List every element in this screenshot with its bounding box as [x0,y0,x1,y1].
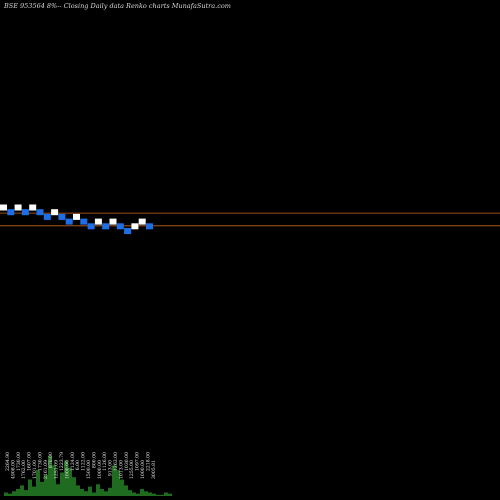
volume-bar [96,484,100,496]
renko-brick-up [131,223,139,230]
renko-brick-down [58,213,66,220]
volume-label: 1251.09 [54,460,60,479]
volume-label: 6.00 [75,460,81,470]
volume-bar [108,487,112,496]
volume-label: 2218.00 [145,452,151,471]
renko-brick-down [116,223,124,230]
volume-label: 870.00 [48,452,54,468]
renko-brick-down [124,228,132,234]
volume-bar [104,491,108,496]
volume-bar [136,493,140,496]
volume-label: 1730.00 [37,452,43,471]
volume-label: 1762.00 [21,460,27,479]
renko-brick-up [94,218,102,225]
renko-brick-down [102,223,110,230]
volume-label: 1097.00 [135,452,141,471]
volume-bar [20,485,24,496]
volume-bar [132,492,136,496]
volume-bar [88,486,92,496]
volume-bar [144,491,148,496]
volume-bar [32,486,36,496]
volume-label: 1607.00 [27,452,33,471]
volume-label: 1255.00 [129,460,135,479]
volume-bar [100,488,104,496]
volume-bar [128,490,132,496]
volume-bar [28,479,32,496]
volume-label: 1263.00 [113,452,119,471]
volume-bar [76,485,80,496]
renko-brick-down [65,218,73,225]
volume-bar [8,493,12,496]
volume-bar [160,494,164,496]
volume-label: 2161.09 [43,460,49,479]
volume-bar [72,477,76,496]
volume-label: 1124.00 [70,452,76,471]
volume-label: 1030.00 [124,452,130,471]
volume-bar [92,492,96,496]
volume-bar [152,493,156,496]
volume-label: 1500.00 [86,460,92,479]
volume-bar [52,465,56,496]
renko-brick-up [0,204,7,211]
volume-labels: 2264.90 4908.00 1730.00 1762.00 1607.00 1701.… [5,452,157,479]
renko-brick-down [43,213,51,220]
renko-brick-up [109,218,117,225]
renko-brick-down [36,209,44,216]
volume-label: 1701.00 [32,460,38,479]
volume-bar [48,456,52,496]
volume-label: 800.00 [91,452,97,468]
renko-brick-down [146,223,153,230]
volume-label: 3005.81 [151,460,157,479]
renko-brick-up [73,213,80,220]
renko-bricks [0,204,153,234]
volume-label: 1000.00 [64,460,70,479]
renko-brick-down [87,223,95,230]
volume-label: 1223.79 [59,452,65,471]
volume-bar [44,474,48,496]
volume-bar [16,488,20,496]
volume-label: 1126.00 [102,452,108,471]
volume-bar [4,492,8,496]
volume-label: 1730.00 [16,452,22,471]
volume-bar [68,467,72,496]
volume-bar [80,488,84,496]
renko-brick-down [80,218,88,225]
volume-bar [56,484,60,496]
volume-bar [36,470,40,496]
volume-label: 1013.00 [118,460,124,479]
volume-label: 913.00 [108,460,114,476]
renko-brick-up [51,209,59,216]
reference-lines [0,212,500,227]
renko-brick-down [7,209,15,216]
volume-label: 4908.00 [10,460,16,479]
volume-bar [156,494,160,496]
volume-bar [120,479,124,496]
renko-brick-up [14,204,22,211]
volume-bar [40,481,44,496]
volume-bar [168,493,172,496]
chart-title: BSE 953564 8%-- Closing Daily data Renko… [4,2,231,10]
volume-bar [124,485,128,496]
volume-label: 2264.90 [5,452,11,471]
volume-bar [148,492,152,496]
renko-brick-up [138,218,146,225]
volume-bar [112,465,116,496]
volume-bar [64,460,68,496]
volume-label: 1122.00 [81,452,87,471]
volume-bar [84,491,88,496]
volume-bar [116,470,120,496]
renko-brick-up [29,204,37,211]
volume-bar [60,472,64,496]
volume-bar [24,490,28,496]
volume-bar [12,491,16,496]
volume-label: 1000.00 [97,460,103,479]
volume-label: 1000.00 [140,460,146,479]
volume-bar [140,488,144,496]
renko-brick-down [21,209,29,216]
volume-bar [164,492,168,496]
volume-bars [4,456,172,496]
